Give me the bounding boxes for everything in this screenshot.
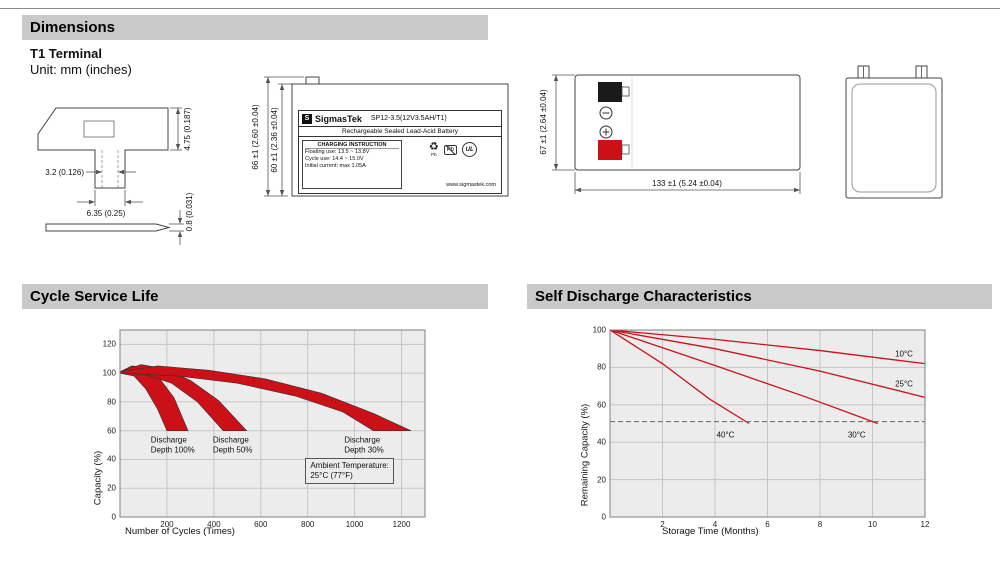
x-tick-label: 10	[868, 520, 877, 529]
x-tick-label: 2	[660, 520, 665, 529]
band-label: Discharge Depth 100%	[150, 435, 195, 455]
y-tick-label: 120	[102, 339, 116, 349]
sigmastek-logo: S	[302, 113, 312, 124]
band-label: Discharge Depth 50%	[212, 435, 253, 455]
x-tick-label: 200	[160, 520, 174, 529]
top-view-drawing	[845, 65, 943, 199]
series-label: 25°C	[895, 379, 913, 389]
cycle-service-life-plot	[119, 329, 426, 518]
negative-terminal	[598, 82, 622, 102]
x-tick-label: 400	[207, 520, 221, 529]
x-tick-label: 4	[712, 520, 718, 529]
unit-note: Unit: mm (inches)	[30, 62, 132, 77]
terminal-hole	[83, 120, 115, 138]
charging-line: Cycle use: 14.4 ~ 15.0V	[305, 156, 364, 162]
terminal-profile	[37, 107, 169, 189]
side-length-dim: 133 ±1 (5.24 ±0.04)	[652, 179, 722, 188]
website-url: www.sigmastek.com	[446, 182, 496, 188]
side-view-drawing: 67 ±1 (2.64 ±0.04) 133 ±1 (5.24 ±0.04)	[539, 74, 801, 194]
terminal-detail-drawing: 3.2 (0.126) 6.35 (0.25) 4.75 (0.187) 0.8…	[37, 107, 194, 245]
positive-terminal	[598, 140, 622, 160]
front-terminal-tab	[305, 76, 320, 85]
model-number: SP12-3.5(12V3.5AH/T1)	[370, 115, 447, 122]
ambient-temperature-note: Ambient Temperature: 25°C (77°F)	[305, 458, 394, 485]
slot-width-dim: 3.2 (0.126)	[45, 168, 84, 177]
y-tick-label: 80	[597, 362, 606, 372]
negative-terminal-tab	[621, 86, 630, 97]
side-dimension-lines	[552, 74, 801, 194]
tab-height-dim: 4.75 (0.187)	[183, 107, 192, 150]
front-height-inner-dim: 60 ±1 (2.36 ±0.04)	[270, 107, 279, 173]
label-right-area: ♻ Pb Pb UL www.sigmastek.com	[408, 140, 498, 189]
y-tick-label: 20	[597, 475, 606, 485]
terminal-dimension-lines	[77, 107, 184, 245]
label-header-row: S SigmasTek SP12-3.5(12V3.5AH/T1)	[299, 111, 501, 126]
y-tick-label: 60	[597, 400, 606, 410]
x-tick-label: 600	[254, 520, 268, 529]
pb-crossed-icon: Pb	[443, 144, 458, 155]
x-tick-label: 1200	[392, 520, 411, 529]
terminal-type-label: T1 Terminal	[30, 46, 103, 61]
tab-width-dim: 6.35 (0.25)	[87, 209, 126, 218]
recycle-pb-text: Pb	[431, 152, 437, 157]
front-dimension-lines	[264, 76, 304, 197]
section-title-self-discharge: Self Discharge Characteristics	[535, 288, 752, 305]
side-height-dim: 67 ±1 (2.64 ±0.04)	[539, 89, 548, 155]
battery-side-outline	[574, 74, 801, 171]
x-axis-label: Storage Time (Months)	[662, 526, 759, 537]
recycle-pb-icon: ♻ Pb	[428, 141, 439, 158]
negative-symbol-icon	[599, 106, 613, 120]
series-label: 40°C	[716, 430, 735, 440]
x-tick-label: 6	[765, 520, 770, 529]
y-tick-label: 0	[601, 512, 606, 522]
charging-line: Initial current: max 1.05A	[305, 163, 366, 169]
logo-letter: S	[304, 115, 310, 122]
charging-line: Floating use: 13.5 ~ 13.8V	[305, 149, 370, 155]
series-label: 30°C	[847, 430, 866, 440]
section-title-dimensions: Dimensions	[30, 19, 116, 36]
x-axis-label: Number of Cycles (Times)	[125, 526, 235, 537]
section-header-cycle-service-life: Cycle Service Life	[22, 284, 488, 309]
y-tick-label: 40	[597, 437, 606, 447]
front-height-outer-dim: 66 ±1 (2.60 ±0.04)	[251, 104, 260, 170]
y-tick-label: 60	[107, 426, 116, 436]
section-title-cycle: Cycle Service Life	[30, 288, 159, 305]
y-axis-label: Capacity (%)	[92, 450, 104, 506]
top-rule	[0, 8, 1000, 9]
self-discharge-plot	[609, 329, 926, 518]
y-tick-label: 40	[107, 454, 116, 464]
y-axis-label: Remaining Capacity (%)	[579, 403, 591, 507]
x-tick-label: 12	[920, 520, 930, 529]
x-tick-label: 1000	[345, 520, 364, 529]
label-body: CHARGING INSTRUCTION Floating use: 13.5 …	[299, 137, 501, 192]
battery-type-line: Rechargeable Sealed Lead-Acid Battery	[299, 126, 501, 137]
brand-name: SigmasTek	[315, 113, 362, 124]
y-tick-label: 100	[102, 368, 116, 378]
cycle-service-life-chart: Capacity (%) Number of Cycles (Times) 20…	[22, 315, 488, 555]
charging-instruction-title: CHARGING INSTRUCTION	[305, 142, 399, 149]
y-tick-label: 0	[111, 512, 116, 522]
certification-icons-row: ♻ Pb Pb UL	[408, 142, 498, 157]
section-header-dimensions: Dimensions	[22, 15, 488, 40]
ul-mark-icon: UL	[462, 142, 478, 157]
y-tick-label: 100	[592, 325, 606, 335]
positive-symbol-icon	[599, 125, 613, 139]
x-tick-label: 8	[817, 520, 823, 529]
self-discharge-chart: Remaining Capacity (%) Storage Time (Mon…	[527, 315, 992, 555]
band-label: Discharge Depth 30%	[344, 435, 384, 455]
battery-top-inner-outline	[851, 83, 937, 193]
section-header-self-discharge: Self Discharge Characteristics	[527, 284, 992, 309]
terminal-blade-side	[45, 223, 171, 232]
battery-top-outline	[845, 77, 943, 199]
positive-terminal-tab	[621, 144, 630, 155]
y-tick-label: 80	[107, 397, 116, 407]
blade-thickness-dim: 0.8 (0.031)	[185, 192, 194, 231]
recycle-glyph: ♻	[428, 141, 439, 153]
battery-label: S SigmasTek SP12-3.5(12V3.5AH/T1) Rechar…	[298, 110, 502, 194]
series-label: 10°C	[895, 349, 913, 359]
y-tick-label: 20	[107, 483, 116, 493]
x-tick-label: 800	[301, 520, 315, 529]
charging-instruction-box: CHARGING INSTRUCTION Floating use: 13.5 …	[302, 140, 402, 189]
